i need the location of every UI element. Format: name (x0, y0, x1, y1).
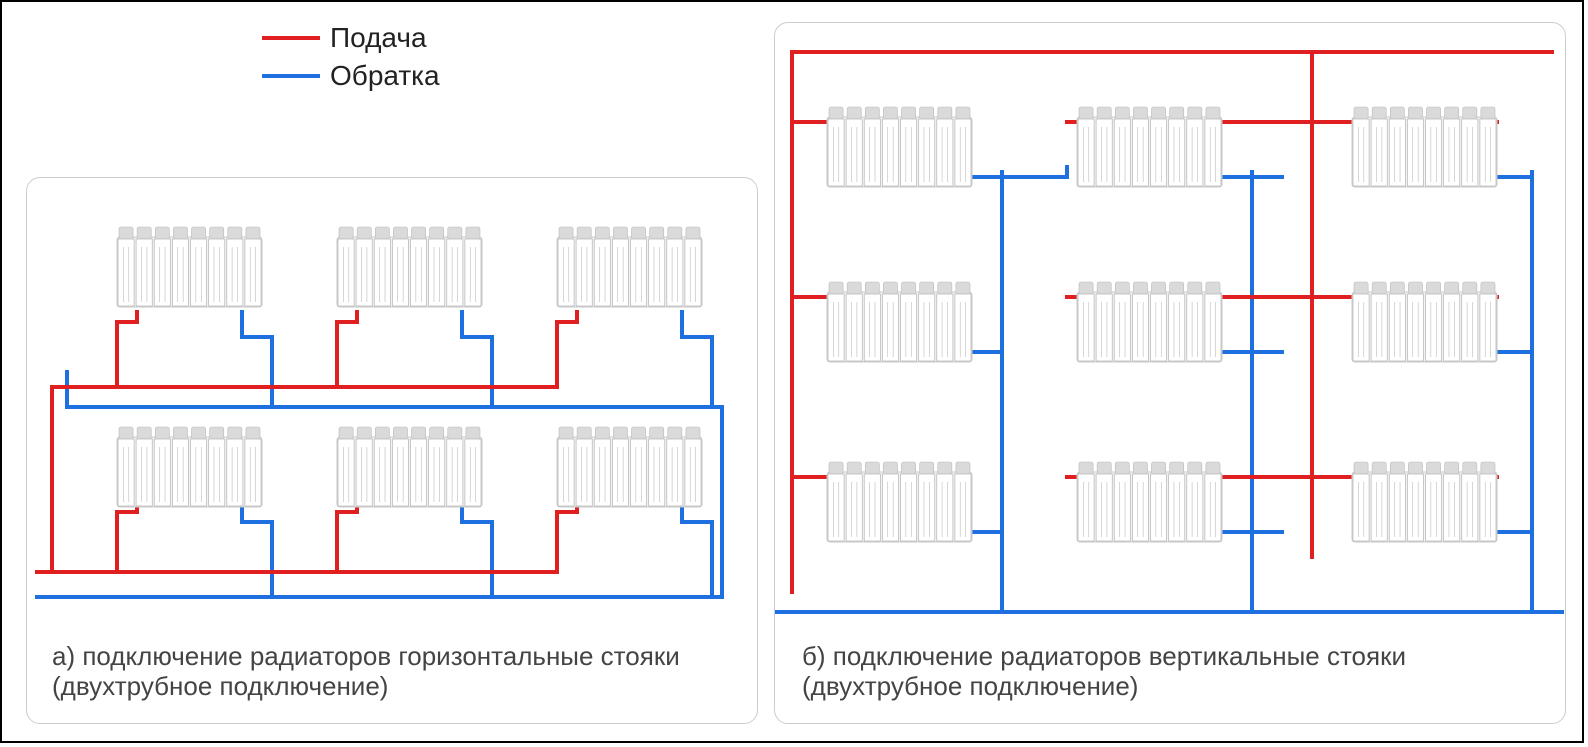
pipe (557, 312, 577, 387)
caption-b: б) подключение радиаторов вертикальные с… (802, 642, 1562, 702)
radiator (1352, 462, 1497, 542)
pipe (117, 497, 137, 572)
diagram-svg (2, 2, 1586, 745)
radiator (1077, 462, 1222, 542)
pipe (242, 497, 272, 597)
pipe (462, 497, 492, 597)
radiator (557, 427, 702, 507)
pipe (337, 312, 357, 387)
radiator (827, 462, 972, 542)
radiator (337, 427, 482, 507)
radiator (1352, 107, 1497, 187)
radiator (1352, 282, 1497, 362)
radiator (557, 227, 702, 307)
pipe (462, 312, 492, 407)
radiator (117, 427, 262, 507)
pipe (682, 312, 712, 407)
radiator (827, 107, 972, 187)
pipe (117, 312, 137, 387)
pipe (1002, 167, 1067, 177)
radiator (117, 227, 262, 307)
diagram-frame: Подача Обратка а) подключение радиаторов… (0, 0, 1584, 743)
radiator (1077, 282, 1222, 362)
pipe (242, 312, 272, 407)
caption-a: а) подключение радиаторов горизонтальные… (52, 642, 752, 702)
radiator (337, 227, 482, 307)
radiator (827, 282, 972, 362)
radiator (1077, 107, 1222, 187)
pipe (682, 497, 712, 597)
pipe (557, 497, 577, 572)
pipe (337, 497, 357, 572)
